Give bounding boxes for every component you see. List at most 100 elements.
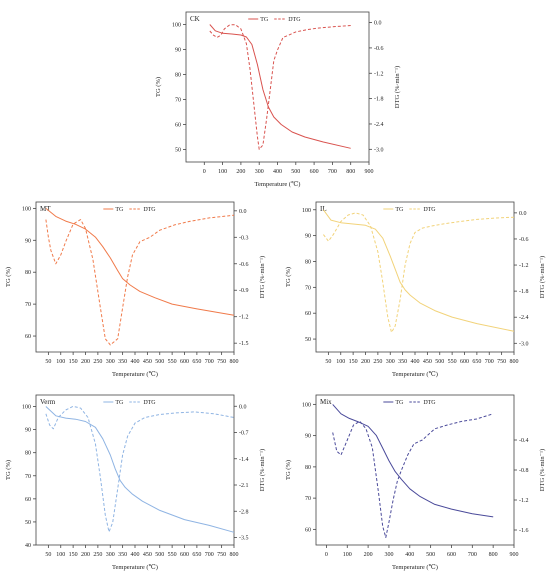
legend-tg-label: TG <box>260 17 269 23</box>
x-tick-label: 300 <box>386 359 395 365</box>
x-axis-label: Temperature (℃) <box>392 563 438 571</box>
y-left-tick-label: 90 <box>305 234 311 240</box>
x-tick-label: 150 <box>69 359 78 365</box>
y-left-tick-label: 100 <box>22 405 31 411</box>
y-left-tick-label: 60 <box>25 334 31 340</box>
y-left-tick-label: 50 <box>175 148 181 154</box>
x-tick-label: 150 <box>349 359 358 365</box>
x-tick-label: 200 <box>364 552 373 558</box>
legend-dtg-label: DTG <box>143 400 156 406</box>
y-left-tick-label: 80 <box>305 465 311 471</box>
y-right-axis-label: DTG (%·min⁻¹) <box>259 256 266 298</box>
y-right-tick-label: -0.4 <box>519 438 529 444</box>
x-tick-label: 500 <box>155 359 164 365</box>
dtg-series-line <box>332 413 494 538</box>
x-tick-label: 200 <box>236 169 245 175</box>
x-tick-label: 650 <box>192 359 201 365</box>
x-tick-label: 550 <box>448 359 457 365</box>
chart-panel-mt: 50 100 150 200 250 300 350 400 450 500 550 600 650 70… <box>0 190 270 380</box>
y-right-tick-label: -0.3 <box>239 235 249 241</box>
y-right-tick-label: -1.8 <box>374 97 384 103</box>
panel-label: CK <box>190 15 200 23</box>
x-tick-label: 400 <box>273 169 282 175</box>
y-right-tick-label: -0.6 <box>374 46 384 52</box>
y-right-tick-label: -1.4 <box>239 457 249 463</box>
x-tick-label: 750 <box>217 552 226 558</box>
panel-label: Verm <box>40 398 56 406</box>
chart-svg: 50 100 150 200 250 300 350 400 450 500 550 600 650 70… <box>5 394 266 571</box>
x-tick-label: 450 <box>423 359 432 365</box>
x-tick-label: 300 <box>384 552 393 558</box>
panel-label: IL <box>320 205 327 213</box>
x-tick-label: 800 <box>510 359 519 365</box>
x-tick-label: 400 <box>405 552 414 558</box>
tg-series-line <box>45 406 235 533</box>
legend-dtg-label: DTG <box>143 207 156 213</box>
y-right-axis-label: DTG (%·min⁻¹) <box>259 449 266 491</box>
x-tick-label: 200 <box>81 552 90 558</box>
y-right-tick-label: -3.0 <box>374 147 384 153</box>
x-tick-label: 500 <box>291 169 300 175</box>
y-left-tick-label: 70 <box>25 474 31 480</box>
y-right-tick-label: -1.6 <box>519 528 529 534</box>
x-tick-label: 500 <box>435 359 444 365</box>
y-left-axis-label: TG (%) <box>5 267 12 287</box>
x-tick-label: 400 <box>411 359 420 365</box>
y-left-tick-label: 50 <box>25 520 31 526</box>
y-left-axis-label: TG (%) <box>5 460 12 480</box>
x-tick-label: 350 <box>398 359 407 365</box>
y-left-tick-label: 100 <box>302 208 311 214</box>
y-right-tick-label: -1.5 <box>239 341 249 347</box>
y-left-tick-label: 90 <box>25 238 31 244</box>
plot-frame <box>315 394 515 546</box>
legend-dtg-label: DTG <box>288 17 301 23</box>
x-tick-label: 700 <box>205 359 214 365</box>
tg-series-line <box>45 208 235 316</box>
tg-series-line <box>332 404 494 518</box>
x-tick-label: 50 <box>45 359 51 365</box>
y-right-axis-label: DTG (%·min⁻¹) <box>539 256 546 298</box>
x-tick-label: 500 <box>426 552 435 558</box>
y-right-tick-label: -1.2 <box>519 498 529 504</box>
chart-svg: 50 100 150 200 250 300 350 400 450 500 550 600 650 70… <box>285 201 546 378</box>
x-tick-label: 100 <box>56 359 65 365</box>
x-tick-label: 900 <box>365 169 374 175</box>
y-right-tick-label: -1.2 <box>519 263 529 269</box>
chart-panel-mix: 0 100 200 300 400 500 600 700 800 900 60 70 80 90 100 -… <box>280 383 550 573</box>
plot-frame <box>35 201 235 353</box>
x-tick-label: 150 <box>69 552 78 558</box>
legend-dtg-label: DTG <box>423 400 436 406</box>
x-tick-label: 300 <box>106 552 115 558</box>
x-tick-label: 250 <box>373 359 382 365</box>
x-tick-label: 100 <box>343 552 352 558</box>
panel-label: Mix <box>320 398 332 406</box>
y-right-tick-label: -1.8 <box>519 289 529 295</box>
y-right-tick-label: -2.8 <box>239 509 249 515</box>
chart-panel-ck: 0 100 200 300 400 500 600 700 800 900 50 60 70 80 90 10… <box>150 0 405 190</box>
x-tick-label: 600 <box>180 552 189 558</box>
y-left-tick-label: 80 <box>25 270 31 276</box>
x-tick-label: 450 <box>143 359 152 365</box>
y-right-axis-label: DTG (%·min⁻¹) <box>539 449 546 491</box>
y-left-axis-label: TG (%) <box>285 460 292 480</box>
x-tick-label: 50 <box>325 359 331 365</box>
x-tick-label: 800 <box>489 552 498 558</box>
legend-tg-label: TG <box>395 207 404 213</box>
x-tick-label: 700 <box>485 359 494 365</box>
y-right-tick-label: -3.0 <box>519 341 529 347</box>
y-right-tick-label: -3.5 <box>239 536 249 542</box>
x-tick-label: 500 <box>155 552 164 558</box>
dtg-series-line <box>323 212 515 333</box>
x-tick-label: 300 <box>255 169 264 175</box>
y-right-tick-label: 0.0 <box>374 21 382 27</box>
y-right-tick-label: 0.0 <box>239 404 247 410</box>
legend-tg-label: TG <box>395 400 404 406</box>
x-tick-label: 700 <box>205 552 214 558</box>
chart-svg: 50 100 150 200 250 300 350 400 450 500 550 600 650 70… <box>5 201 266 378</box>
x-axis-label: Temperature (℃) <box>112 370 158 378</box>
y-right-tick-label: -1.2 <box>374 71 384 77</box>
y-right-tick-label: -0.6 <box>519 237 529 243</box>
x-tick-label: 600 <box>460 359 469 365</box>
x-tick-label: 100 <box>56 552 65 558</box>
x-tick-label: 350 <box>118 552 127 558</box>
